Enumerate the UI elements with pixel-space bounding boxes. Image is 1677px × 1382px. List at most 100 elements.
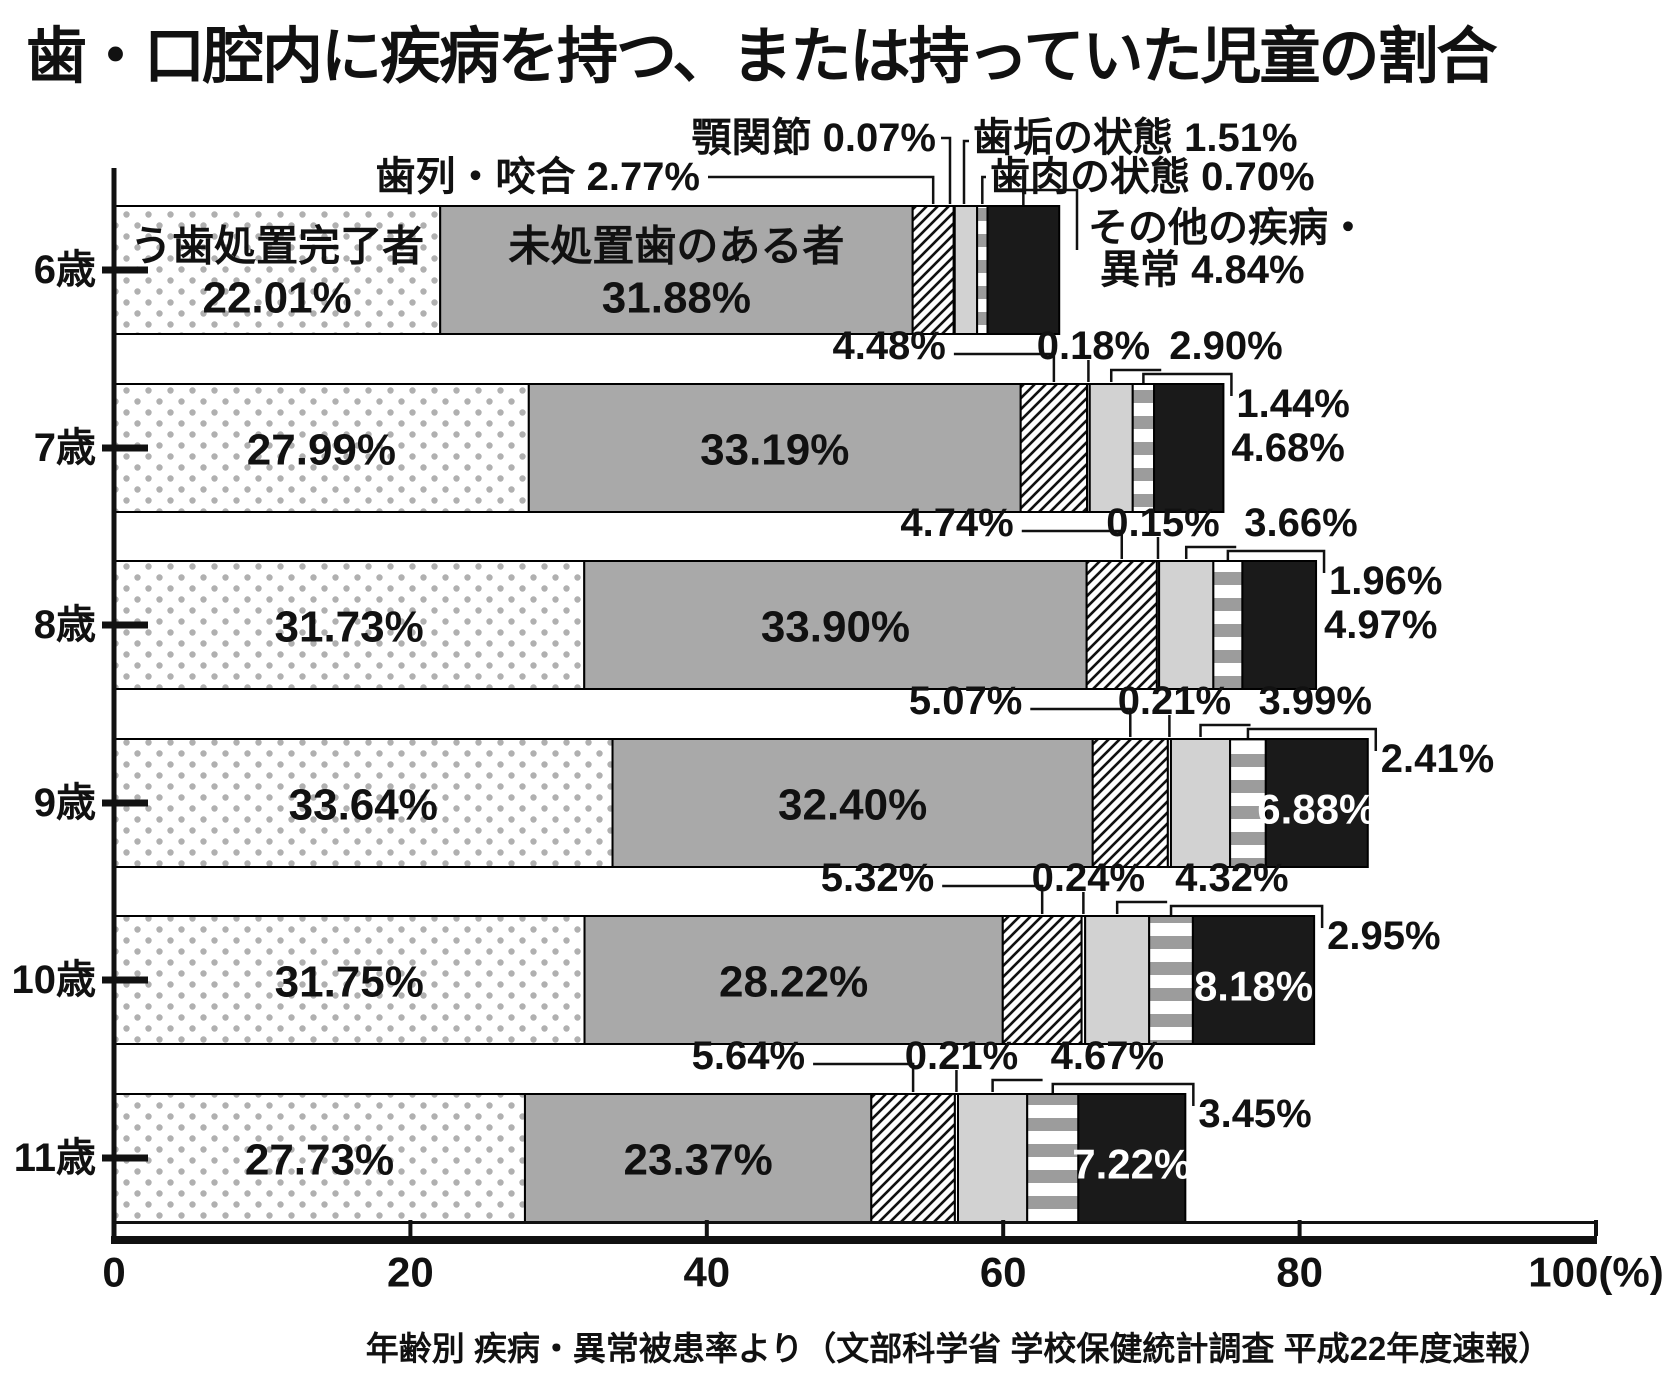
leader-line [953,352,1056,382]
category-label-9歳: 9歳 [34,781,96,825]
bar-segment-7歳-その他の疾病・異常 [1153,383,1225,513]
segment-value-label: 27.99% [247,426,396,475]
in-bar-series-label: 未処置歯のある者 [508,223,844,270]
bar-segment-9歳-う歯処置完了者 [113,738,614,868]
plot-baseline [114,1221,1597,1224]
category-label-10歳: 10歳 [12,958,97,1002]
labels-layer: 0 20 40 60 80 100(%)6歳う歯処置完了者22.01%未処置歯のある者31… [12,116,1664,1296]
callout-label: 顎関節 0.07% [691,116,936,160]
callout-label: 4.74% [900,501,1013,545]
segment-value-label: 33.19% [700,426,849,475]
leader-lines-layer [708,136,1378,1106]
leader-line [813,1062,915,1092]
in-bar-series-label: う歯処置完了者 [130,223,424,270]
bar-segment-8歳-その他の疾病・異常 [1241,560,1318,690]
callout-label: その他の疾病・ [1088,206,1368,250]
leader-line [991,1078,1043,1092]
bar-segment-8歳-歯列・咬合 [1085,560,1158,690]
x-axis-tick-label: 80 [1276,1249,1323,1296]
category-tick [102,976,148,984]
callout-label: 歯肉の状態 0.70% [990,155,1315,199]
x-axis-tick-label: 60 [980,1249,1027,1296]
segment-value-label: 22.01% [202,274,351,323]
bar-segment-11歳-未処置歯のある者 [523,1093,873,1223]
bar-segment-11歳-その他の疾病・異常 [1077,1093,1187,1223]
leader-line [1021,529,1124,559]
category-label-6歳: 6歳 [34,248,96,292]
callout-label: 2.95% [1327,914,1440,958]
bar-segment-8歳-歯垢の状態 [1158,560,1215,690]
callout-label: 1.96% [1329,559,1442,603]
bar-segment-6歳-未処置歯のある者 [439,205,914,335]
axis-layer [102,168,1598,1244]
leader-line [708,175,935,204]
segment-value-label: 31.75% [275,958,424,1007]
y-axis-line [111,168,117,1236]
bar-segment-6歳-う歯処置完了者 [113,205,442,335]
bar-segment-6歳-歯垢の状態 [953,205,979,335]
x-axis-tick [112,1220,116,1236]
x-axis-tick-label: 20 [387,1249,434,1296]
segment-value-label: 33.64% [289,781,438,830]
segment-value-label-inverse: 8.18% [1194,963,1313,1010]
bar-segment-9歳-その他の疾病・異常 [1264,738,1369,868]
bars-layer [113,205,1369,1223]
callout-label: 0.21% [1118,679,1231,723]
bar-segment-9歳-未処置歯のある者 [611,738,1094,868]
bar-segment-7歳-歯肉の状態 [1131,383,1156,513]
x-axis-tick [1297,1220,1302,1236]
callout-label: 0.21% [905,1034,1018,1078]
callout-label: 4.67% [1051,1034,1164,1078]
leader-line [942,884,1044,914]
leader-line [1030,707,1132,737]
leader-line [1169,904,1324,928]
callout-label: 4.68% [1231,426,1344,470]
segment-value-label-inverse: 6.88% [1257,786,1376,833]
callout-label: 5.32% [821,856,934,900]
category-label-8歳: 8歳 [34,603,96,647]
bar-segment-10歳-歯垢の状態 [1084,915,1151,1045]
callout-label: 0.18% [1037,324,1150,368]
callout-label: 4.48% [832,324,945,368]
callout-label: 4.97% [1324,603,1437,647]
x-axis-tick [1001,1220,1006,1236]
leader-line [1022,188,1079,250]
segment-value-label: 31.88% [602,274,751,323]
bar-segment-8歳-歯肉の状態 [1212,560,1244,690]
callout-label: 異常 4.84% [1100,248,1305,292]
category-label-11歳: 11歳 [14,1136,96,1180]
leader-line [1109,368,1162,382]
callout-label: 歯垢の状態 1.51% [973,116,1298,160]
category-label-7歳: 7歳 [34,426,96,470]
callout-label: 3.45% [1198,1092,1311,1136]
segment-value-label: 31.73% [275,603,424,652]
category-tick [102,1154,148,1162]
callout-label: 3.66% [1244,501,1357,545]
bar-segment-7歳-う歯処置完了者 [113,383,530,513]
bar-segment-10歳-歯肉の状態 [1148,915,1194,1045]
x-axis-tick [408,1220,413,1236]
bar-segment-6歳-その他の疾病・異常 [986,205,1061,335]
x-axis-tick [704,1220,709,1236]
segment-value-label: 27.73% [245,1136,394,1185]
bar-segment-6歳-歯列・咬合 [911,205,955,335]
leader-line [1142,372,1233,396]
bar-segment-11歳-歯列・咬合 [870,1093,956,1223]
category-tick [102,266,148,274]
bar-segment-11歳-歯垢の状態 [956,1093,1029,1223]
leader-line [981,175,986,204]
bar-segment-11歳-歯肉の状態 [1026,1093,1080,1223]
bar-segment-7歳-歯垢の状態 [1088,383,1134,513]
x-axis-tick-label: 100(%) [1528,1249,1663,1296]
x-axis-line [111,1236,1597,1244]
leader-line [1226,549,1326,573]
bar-segment-10歳-歯列・咬合 [1001,915,1083,1045]
source-note: 年齢別 疾病・異常被患率より（文部科学省 学校保健統計調査 平成22年度速報） [365,1330,1552,1367]
segment-value-label: 23.37% [624,1136,773,1185]
callout-label: 歯列・咬合 2.77% [375,155,700,199]
category-tick [102,621,148,629]
category-tick [102,444,148,452]
bar-segment-11歳-う歯処置完了者 [113,1093,526,1223]
leader-line [1115,900,1168,914]
